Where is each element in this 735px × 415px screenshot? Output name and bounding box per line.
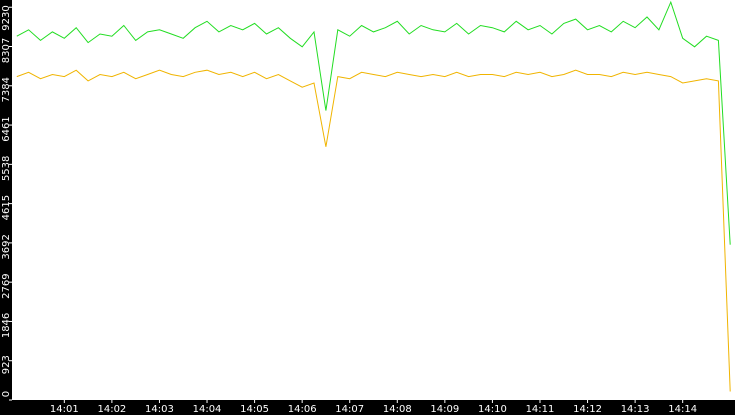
y-tick-label: 2769 [1,273,12,298]
x-tick-label: 14:14 [668,404,697,415]
x-tick-label: 14:03 [145,404,174,415]
x-tick-label: 14:05 [240,404,269,415]
x-tick-label: 14:08 [383,404,412,415]
y-tick-label: 6461 [1,116,12,141]
y-tick-label: 5538 [1,156,12,181]
y-tick-label: 7384 [1,77,12,102]
series-line [16,69,731,392]
x-tick-label: 14:13 [621,404,650,415]
y-tick-label: 8307 [1,38,12,63]
x-tick-label: 14:12 [573,404,602,415]
x-tick-label: 14:04 [193,404,222,415]
x-tick-label: 14:01 [50,404,79,415]
y-tick-label: 4615 [1,195,12,220]
y-tick-label: 1846 [1,313,12,338]
x-tick-label: 14:09 [430,404,459,415]
x-tick-label: 14:10 [478,404,507,415]
y-tick-label: 9230 [1,5,12,30]
plot-area [12,0,735,400]
x-tick-label: 14:07 [335,404,364,415]
x-tick-label: 14:06 [288,404,317,415]
x-tick-label: 14:02 [97,404,126,415]
y-tick-label: 3692 [1,234,12,259]
x-tick-label: 14:11 [526,404,555,415]
y-tick-label: 0 [1,391,12,397]
y-tick-label: 923 [1,355,12,374]
series-line [16,0,731,245]
